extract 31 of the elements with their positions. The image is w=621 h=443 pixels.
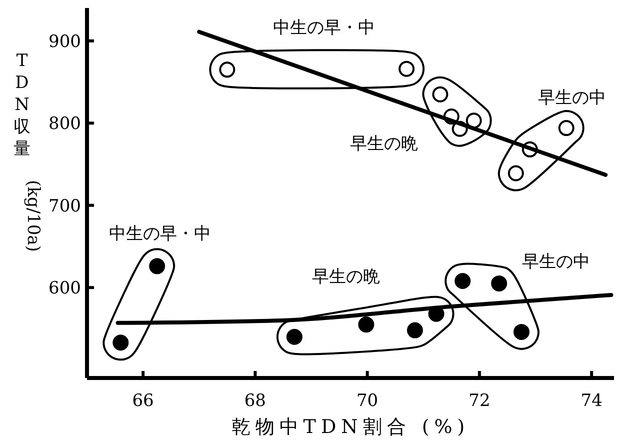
y-tick-label: 800 bbox=[48, 114, 81, 134]
point bbox=[513, 324, 530, 340]
x-tick-label: 66 bbox=[132, 391, 154, 411]
point bbox=[219, 62, 236, 78]
text: TDN収量 (kg/10a) bbox=[14, 51, 43, 252]
point bbox=[358, 316, 374, 333]
point bbox=[112, 334, 129, 351]
point bbox=[432, 86, 448, 102]
annotation: 中生の早・中 bbox=[109, 224, 211, 244]
point bbox=[466, 112, 482, 129]
x-tick-label: 70 bbox=[356, 391, 378, 411]
point bbox=[508, 165, 524, 182]
point bbox=[406, 322, 423, 338]
x-axis-title: 乾物中TDN割合 (%) bbox=[231, 416, 470, 438]
x-tick-label: 74 bbox=[580, 391, 602, 411]
annotation: 早生の晩 bbox=[350, 134, 418, 154]
point bbox=[491, 275, 508, 292]
y-tick-label: 600 bbox=[48, 278, 81, 299]
annotation: 中生の早・中 bbox=[273, 18, 375, 38]
x-tick-label: 72 bbox=[468, 391, 490, 411]
point bbox=[558, 120, 574, 136]
x-tick-label: 68 bbox=[244, 391, 266, 411]
y-tick-label: 700 bbox=[48, 196, 81, 216]
point bbox=[286, 328, 302, 345]
point bbox=[149, 258, 166, 274]
annotation: 早生の晩 bbox=[312, 267, 380, 287]
annotation: 早生の中 bbox=[522, 252, 590, 272]
point bbox=[398, 60, 415, 77]
y-tick-label: 900 bbox=[48, 32, 81, 52]
annotation: 早生の中 bbox=[538, 88, 606, 108]
point bbox=[454, 272, 471, 289]
